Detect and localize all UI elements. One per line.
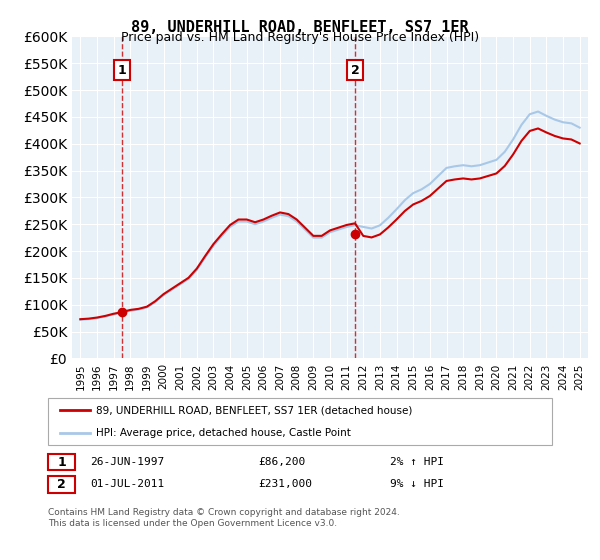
Text: 2: 2 <box>350 64 359 77</box>
Text: HPI: Average price, detached house, Castle Point: HPI: Average price, detached house, Cast… <box>96 428 351 438</box>
Text: 1: 1 <box>118 64 126 77</box>
Text: 89, UNDERHILL ROAD, BENFLEET, SS7 1ER: 89, UNDERHILL ROAD, BENFLEET, SS7 1ER <box>131 20 469 35</box>
Text: Price paid vs. HM Land Registry's House Price Index (HPI): Price paid vs. HM Land Registry's House … <box>121 31 479 44</box>
Text: 1: 1 <box>57 455 66 469</box>
Text: 9% ↓ HPI: 9% ↓ HPI <box>390 479 444 489</box>
Text: 01-JUL-2011: 01-JUL-2011 <box>90 479 164 489</box>
Text: Contains HM Land Registry data © Crown copyright and database right 2024.
This d: Contains HM Land Registry data © Crown c… <box>48 508 400 528</box>
Text: 2: 2 <box>57 478 66 491</box>
Text: £231,000: £231,000 <box>258 479 312 489</box>
Text: £86,200: £86,200 <box>258 457 305 467</box>
Text: 89, UNDERHILL ROAD, BENFLEET, SS7 1ER (detached house): 89, UNDERHILL ROAD, BENFLEET, SS7 1ER (d… <box>96 405 412 416</box>
Text: 26-JUN-1997: 26-JUN-1997 <box>90 457 164 467</box>
Text: 2% ↑ HPI: 2% ↑ HPI <box>390 457 444 467</box>
